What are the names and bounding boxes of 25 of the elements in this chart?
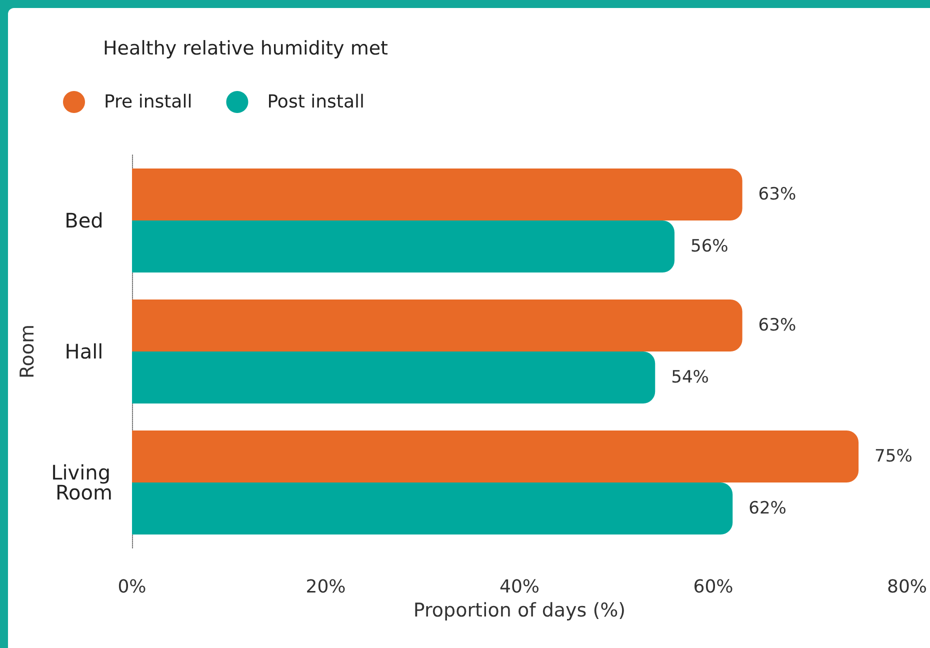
y-axis-title: Room [16, 324, 38, 379]
data-label: 54% [671, 368, 709, 388]
data-label: 75% [874, 446, 912, 466]
data-label: 63% [758, 184, 796, 204]
x-tick-label: 80% [886, 576, 928, 598]
bar [132, 300, 742, 352]
legend-label: Pre install [104, 92, 192, 112]
bar [132, 430, 859, 482]
data-label: 63% [758, 316, 796, 336]
x-tick-label: 40% [499, 576, 540, 598]
y-tick-label: Living Room [51, 460, 117, 504]
data-label: 62% [748, 498, 786, 518]
x-tick-label: 20% [306, 576, 346, 598]
y-tick-label: Bed [64, 208, 104, 232]
bar [132, 482, 733, 534]
x-axis-title: Proportion of days (%) [413, 599, 626, 622]
x-tick-label: 0% [118, 576, 146, 598]
data-label: 56% [690, 236, 728, 256]
bar [132, 352, 656, 404]
x-tick-label: 60% [693, 576, 734, 598]
bar [132, 220, 674, 272]
y-tick-label: Hall [64, 340, 104, 364]
chart-title: Healthy relative humidity met [103, 38, 388, 60]
bar [132, 168, 742, 220]
legend-label: Post install [267, 92, 364, 112]
